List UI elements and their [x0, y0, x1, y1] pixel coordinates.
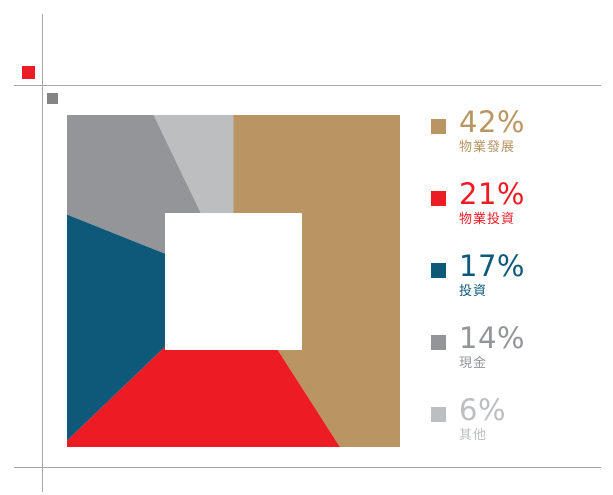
- grey-corner-marker: [47, 93, 58, 104]
- chart-legend: 42% 物業發展 21% 物業投資 17% 投資 14% 現金 6% 其他: [431, 105, 601, 473]
- legend-item: 17% 投資: [431, 249, 601, 329]
- legend-swatch: [431, 191, 446, 206]
- pie-slice-1: [233, 115, 400, 447]
- vertical-guide-line: [42, 14, 43, 492]
- legend-category-label: 物業發展: [459, 140, 516, 155]
- bottom-guide-line: [14, 467, 601, 468]
- legend-percentage: 14%: [459, 321, 525, 355]
- legend-swatch: [431, 263, 446, 278]
- chart-center-hole: [165, 213, 302, 350]
- legend-swatch: [431, 335, 446, 350]
- legend-item: 21% 物業投資: [431, 177, 601, 257]
- legend-percentage: 6%: [459, 393, 507, 427]
- legend-category-label: 物業投資: [459, 212, 516, 227]
- legend-item: 14% 現金: [431, 321, 601, 401]
- legend-item: 42% 物業發展: [431, 105, 601, 185]
- legend-item: 6% 其他: [431, 393, 601, 473]
- legend-swatch: [431, 407, 446, 422]
- legend-percentage: 42%: [459, 105, 525, 139]
- pie-slice-2: [67, 281, 340, 447]
- legend-percentage: 21%: [459, 177, 525, 211]
- legend-percentage: 17%: [459, 249, 525, 283]
- top-guide-line: [14, 85, 601, 86]
- red-corner-marker: [22, 66, 35, 79]
- legend-swatch: [431, 119, 446, 134]
- legend-category-label: 現金: [459, 356, 488, 371]
- legend-category-label: 投資: [459, 284, 488, 299]
- legend-category-label: 其他: [459, 428, 488, 443]
